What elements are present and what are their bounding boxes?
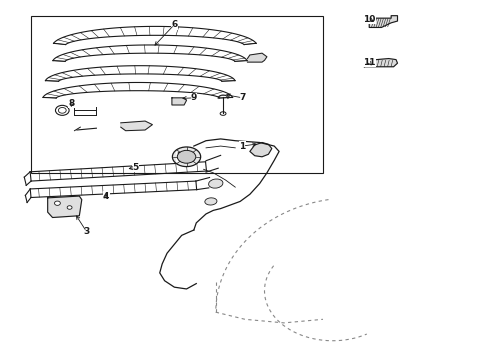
Ellipse shape	[205, 198, 217, 205]
Bar	[30, 16, 323, 173]
Ellipse shape	[209, 179, 223, 188]
Text: 9: 9	[191, 93, 197, 102]
Polygon shape	[365, 59, 397, 67]
Text: 2: 2	[176, 152, 182, 161]
Polygon shape	[247, 53, 267, 62]
Text: 10: 10	[363, 15, 375, 24]
Ellipse shape	[67, 206, 72, 209]
Text: 8: 8	[69, 99, 75, 108]
Text: 5: 5	[132, 163, 139, 172]
Text: 7: 7	[240, 93, 246, 102]
Ellipse shape	[54, 201, 60, 205]
Polygon shape	[48, 196, 82, 217]
Ellipse shape	[220, 112, 226, 115]
Text: 4: 4	[103, 192, 109, 201]
Text: 6: 6	[171, 20, 177, 29]
Text: 11: 11	[363, 58, 375, 67]
Polygon shape	[369, 16, 397, 27]
Polygon shape	[250, 143, 272, 157]
Polygon shape	[172, 98, 187, 105]
Text: 1: 1	[240, 141, 245, 150]
Text: 3: 3	[83, 227, 90, 236]
Ellipse shape	[172, 147, 201, 167]
Polygon shape	[121, 121, 152, 131]
Ellipse shape	[177, 150, 196, 163]
